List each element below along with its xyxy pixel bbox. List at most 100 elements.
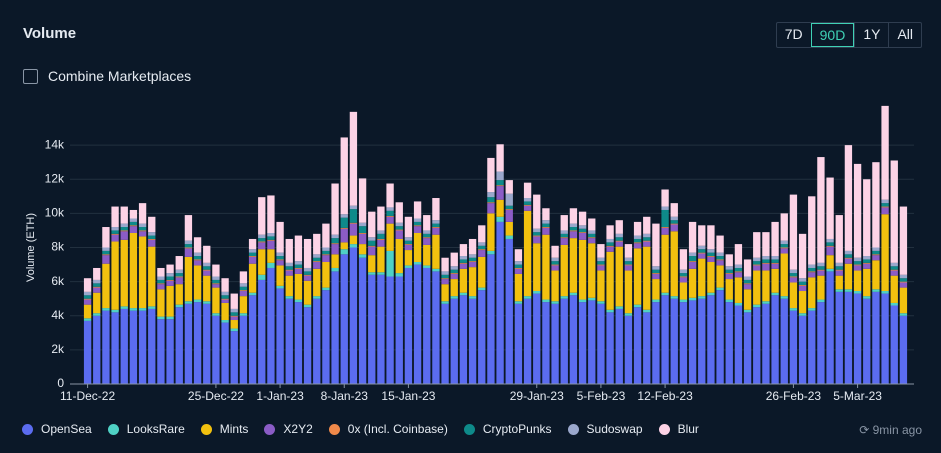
bar-segment bbox=[734, 305, 743, 384]
legend-item[interactable]: CryptoPunks bbox=[463, 422, 552, 436]
legend-item[interactable]: X2Y2 bbox=[264, 422, 313, 436]
legend-item[interactable]: Mints bbox=[200, 422, 248, 436]
bar-segment bbox=[432, 227, 440, 235]
bar-segment bbox=[129, 310, 138, 384]
bar-segment bbox=[643, 312, 651, 384]
bar-segment bbox=[551, 303, 559, 384]
bar-segment bbox=[597, 261, 605, 265]
bar-segment bbox=[441, 301, 449, 304]
bar-segment bbox=[624, 313, 633, 316]
bar-segment bbox=[753, 264, 761, 266]
bar-segment bbox=[762, 303, 770, 384]
bar-segment bbox=[606, 225, 614, 239]
bar-segment bbox=[413, 201, 422, 219]
range-button[interactable]: 7D bbox=[784, 26, 803, 42]
checkbox-label[interactable]: Combine Marketplaces bbox=[48, 68, 192, 84]
bar-segment bbox=[129, 221, 138, 226]
bar-segment bbox=[468, 262, 477, 268]
bar-segment bbox=[588, 237, 596, 239]
bar-segment bbox=[588, 297, 596, 301]
bar-segment bbox=[615, 246, 623, 307]
bar-segment bbox=[844, 263, 853, 290]
bar-segment bbox=[853, 291, 862, 294]
bar-segment bbox=[789, 310, 798, 384]
bar-segment bbox=[423, 230, 431, 234]
y-axis-label: Volume (ETH) bbox=[25, 213, 37, 282]
bar-segment bbox=[478, 245, 486, 250]
bar-segment bbox=[239, 315, 248, 384]
bar-segment bbox=[468, 261, 477, 263]
bar-segment bbox=[303, 274, 312, 276]
bar-segment bbox=[716, 287, 724, 291]
bar-segment bbox=[716, 259, 724, 261]
bar-segment bbox=[221, 295, 229, 299]
bar-segment bbox=[83, 299, 92, 305]
legend-swatch bbox=[22, 423, 33, 435]
bar-segment bbox=[138, 227, 147, 231]
legend-item[interactable]: 0x (Incl. Coinbase) bbox=[328, 422, 448, 436]
checkbox-box[interactable] bbox=[23, 68, 38, 84]
bar-segment bbox=[349, 247, 358, 384]
bar-segment bbox=[505, 238, 513, 384]
bar-segment bbox=[368, 211, 376, 238]
bar-segment bbox=[551, 245, 559, 258]
bar-segment bbox=[404, 240, 413, 245]
bar-segment bbox=[93, 286, 101, 288]
bar-segment bbox=[102, 254, 110, 256]
bar-segment bbox=[597, 301, 605, 304]
bar-segment bbox=[725, 279, 733, 300]
bar-segment bbox=[899, 278, 908, 282]
bar-segment bbox=[615, 308, 623, 384]
bar-segment bbox=[514, 261, 523, 265]
bar-segment bbox=[93, 283, 101, 287]
legend-item[interactable]: LooksRare bbox=[107, 422, 185, 436]
bar-segment bbox=[707, 256, 715, 263]
bar-segment bbox=[533, 194, 541, 229]
bar-segment bbox=[606, 251, 614, 310]
bar-segment bbox=[340, 254, 348, 384]
bar-segment bbox=[643, 233, 651, 238]
bar-segment bbox=[652, 273, 660, 274]
x-tick-label: 11-Dec-22 bbox=[60, 389, 115, 403]
bar-segment bbox=[248, 295, 257, 384]
bar-segment bbox=[725, 299, 733, 303]
bar-segment bbox=[276, 265, 284, 286]
bar-segment bbox=[872, 291, 880, 384]
bar-segment bbox=[248, 249, 257, 253]
bar-segment bbox=[817, 266, 825, 270]
legend-item[interactable]: Blur bbox=[658, 422, 699, 436]
x-tick-label: 5-Feb-23 bbox=[577, 389, 626, 403]
bar-segment bbox=[817, 269, 825, 271]
bar-segment bbox=[184, 303, 193, 384]
combine-checkbox[interactable]: Combine Marketplaces bbox=[23, 68, 191, 84]
bar-segment bbox=[377, 274, 385, 384]
bar-segment bbox=[432, 220, 440, 224]
bar-segment bbox=[734, 244, 743, 265]
bar-segment bbox=[193, 259, 202, 261]
bar-segment bbox=[276, 288, 284, 384]
bar-segment bbox=[322, 223, 330, 248]
bar-segment bbox=[514, 264, 523, 268]
range-button[interactable]: 1Y bbox=[854, 23, 888, 47]
bar-segment bbox=[670, 296, 678, 299]
legend-item[interactable]: OpenSea bbox=[22, 422, 92, 436]
bar-segment bbox=[404, 267, 413, 384]
bar-segment bbox=[248, 292, 257, 296]
bar-segment bbox=[578, 299, 587, 303]
bar-segment bbox=[716, 260, 724, 266]
bar-segment bbox=[615, 240, 623, 242]
bar-segment bbox=[817, 275, 825, 300]
bar-segment bbox=[872, 255, 880, 261]
bar-segment bbox=[872, 247, 880, 251]
bar-segment bbox=[743, 284, 752, 290]
range-button[interactable]: All bbox=[888, 23, 921, 47]
bar-segment bbox=[138, 236, 147, 309]
bar-segment bbox=[670, 231, 678, 297]
bar-segment bbox=[679, 249, 688, 270]
bar-segment bbox=[184, 248, 193, 257]
range-button[interactable]: 90D bbox=[810, 23, 855, 47]
legend-item[interactable]: Sudoswap bbox=[567, 422, 643, 436]
bar-segment bbox=[413, 218, 422, 222]
bar-segment bbox=[743, 283, 752, 285]
bar-segment bbox=[835, 289, 843, 292]
